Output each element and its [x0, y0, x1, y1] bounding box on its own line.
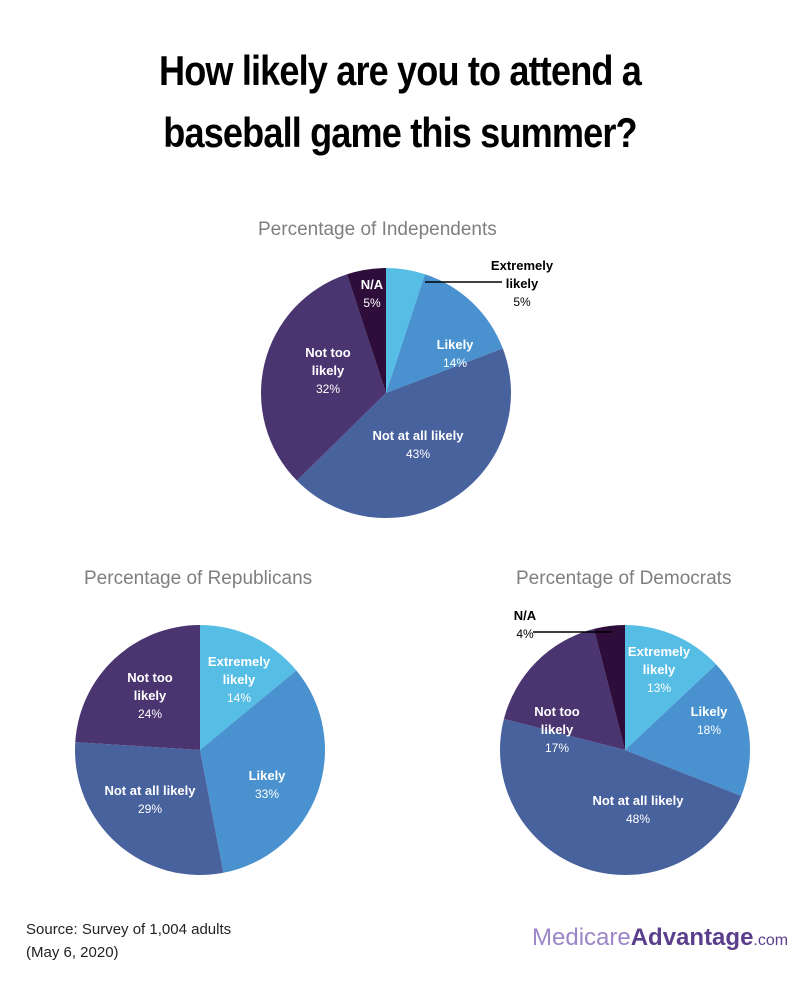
pie-slice-democrats-extremely-likely [625, 625, 717, 750]
slice-label-independents-n-a: N/A [361, 277, 384, 292]
slice-label-democrats-n-a: N/A [514, 608, 537, 623]
slice-label-republicans-extremely-likely: likely [223, 672, 256, 687]
slice-label-republicans-likely: Likely [249, 768, 287, 783]
pie-title-democrats: Percentage of Democrats [516, 568, 732, 589]
pie-slice-republicans-extremely-likely [200, 625, 297, 750]
slice-value-democrats-not-at-all-likely: 48% [626, 812, 650, 826]
slice-label-democrats-likely: Likely [691, 704, 729, 719]
slice-value-republicans-extremely-likely: 14% [227, 691, 251, 705]
slice-value-independents-n-a: 5% [363, 296, 381, 310]
pie-title-republicans: Percentage of Republicans [84, 568, 313, 589]
pie-title-independents: Percentage of Independents [258, 219, 497, 240]
slice-value-independents-not-too-likely: 32% [316, 382, 340, 396]
slice-value-democrats-n-a: 4% [516, 627, 534, 641]
slice-label-republicans-extremely-likely: Extremely [208, 654, 271, 669]
slice-value-democrats-likely: 18% [697, 723, 721, 737]
slice-label-democrats-extremely-likely: likely [643, 662, 676, 677]
slice-label-republicans-not-at-all-likely: Not at all likely [104, 783, 196, 798]
logo-part-2: Advantage [630, 924, 754, 951]
source-note: Source: Survey of 1,004 adults (May 6, 2… [26, 918, 231, 964]
source-line-2: (May 6, 2020) [26, 944, 119, 961]
slice-label-independents-extremely-likely: likely [506, 276, 539, 291]
pie-slice-democrats-not-too-likely [503, 628, 625, 750]
slice-label-independents-extremely-likely: Extremely [491, 258, 554, 273]
slice-label-republicans-not-too-likely: likely [134, 688, 167, 703]
title-line-1: How likely are you to attend a [158, 47, 642, 94]
slice-value-republicans-not-at-all-likely: 29% [138, 802, 162, 816]
pie-slice-democrats-not-at-all-likely [499, 718, 742, 876]
pie-slice-democrats-n-a [593, 625, 625, 750]
title-line-2: baseball game this summer? [163, 109, 637, 156]
pie-slice-democrats-likely [625, 664, 750, 797]
slice-value-republicans-not-too-likely: 24% [138, 707, 162, 721]
pie-slice-republicans-not-at-all-likely [75, 742, 224, 875]
pie-slice-independents-likely [386, 274, 503, 393]
slice-value-independents-likely: 14% [443, 356, 467, 370]
slice-label-democrats-not-too-likely: Not too [534, 704, 580, 719]
medicare-advantage-logo: MedicareAdvantage.com [532, 924, 788, 952]
slice-value-independents-not-at-all-likely: 43% [406, 447, 430, 461]
pie-slice-independents-not-at-all-likely [296, 348, 511, 518]
chart-title: How likely are you to attend a baseball … [56, 40, 744, 164]
slice-value-democrats-extremely-likely: 13% [647, 681, 671, 695]
slice-value-democrats-not-too-likely: 17% [545, 741, 569, 755]
pie-slice-independents-not-too-likely [261, 274, 386, 481]
slice-label-independents-not-too-likely: Not too [305, 345, 351, 360]
slice-label-democrats-not-too-likely: likely [541, 722, 574, 737]
slice-label-independents-not-too-likely: likely [312, 363, 345, 378]
slice-label-republicans-not-too-likely: Not too [127, 670, 173, 685]
logo-part-3: .com [753, 932, 789, 949]
slice-label-independents-likely: Likely [437, 337, 475, 352]
pie-slice-republicans-likely [200, 670, 325, 873]
pie-slice-independents-n-a [346, 268, 386, 393]
slice-value-independents-extremely-likely: 5% [513, 295, 531, 309]
pie-slice-republicans-not-too-likely [75, 625, 200, 750]
slice-label-democrats-extremely-likely: Extremely [628, 644, 691, 659]
slice-label-democrats-not-at-all-likely: Not at all likely [592, 793, 684, 808]
pie-slice-independents-extremely-likely [386, 268, 426, 393]
slice-value-republicans-likely: 33% [255, 787, 279, 801]
slice-label-independents-not-at-all-likely: Not at all likely [372, 428, 464, 443]
source-line-1: Source: Survey of 1,004 adults [26, 921, 232, 938]
logo-part-1: Medicare [532, 924, 631, 951]
